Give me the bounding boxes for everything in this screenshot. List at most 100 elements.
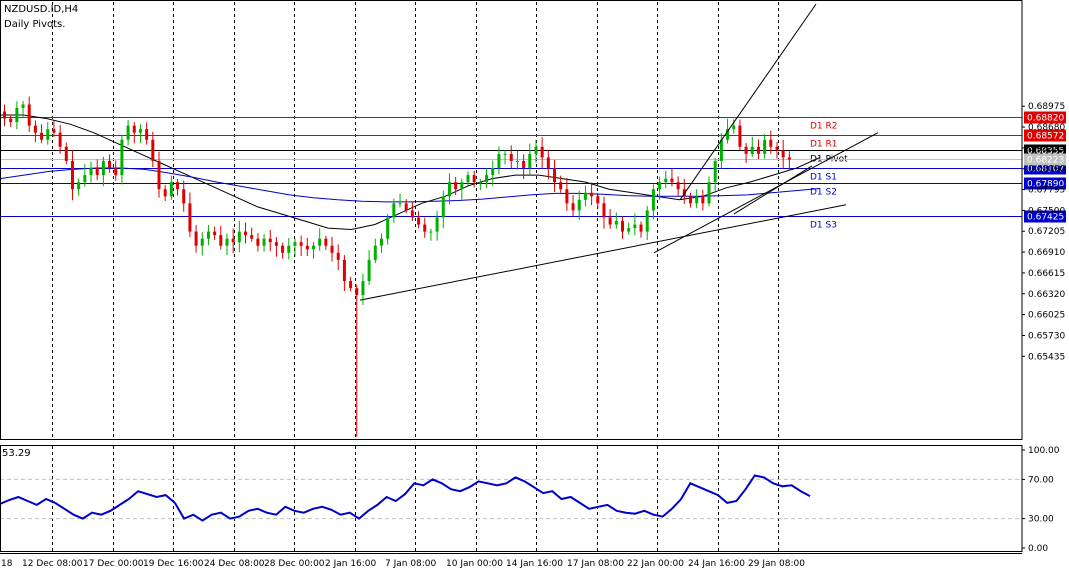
candle-body: [114, 168, 118, 176]
grid-layer: [52, 2, 779, 552]
pivot-label: D1 R2: [810, 122, 838, 132]
trendline[interactable]: [679, 3, 817, 201]
trendline[interactable]: [359, 204, 847, 301]
trendline[interactable]: [733, 165, 813, 215]
osc-y-tick-label: 30.00: [1028, 515, 1054, 525]
candle-body: [651, 189, 655, 211]
candle-body: [763, 139, 767, 154]
candle-layer: [3, 96, 791, 437]
candle-body: [361, 281, 365, 296]
y-tick-label: 0.68975: [1028, 102, 1065, 112]
candle-body: [497, 153, 501, 169]
candle-body: [157, 160, 161, 190]
candle-body: [478, 182, 482, 184]
candle-body: [132, 125, 136, 133]
candle-body: [775, 146, 779, 151]
x-tick-label: 24 Dec 08:00: [204, 559, 265, 569]
y-tick-label: 0.66910: [1028, 248, 1065, 258]
candle-body: [293, 242, 297, 246]
candle-body: [435, 217, 439, 232]
candle-body: [367, 259, 371, 282]
candle-body: [281, 245, 285, 253]
price-badge-text: 0.68572: [1027, 132, 1064, 142]
candle-body: [392, 203, 396, 218]
x-tick-label: 18: [1, 559, 13, 569]
candle-body: [627, 228, 631, 232]
oscillator-layer: [0, 474, 1022, 522]
candle-body: [9, 118, 13, 123]
candle-body: [602, 203, 606, 218]
osc-y-tick-label: 70.00: [1028, 475, 1054, 485]
candle-body: [324, 238, 328, 246]
candle-body: [491, 168, 495, 176]
price-badge-text: 0.68107: [1027, 165, 1064, 175]
candle-body: [58, 132, 62, 147]
osc-y-tick-label: 0.00: [1028, 544, 1048, 554]
trendline-layer[interactable]: [359, 3, 879, 301]
y-tick-label: 0.66025: [1028, 311, 1065, 321]
candle-body: [318, 238, 322, 246]
y-tick-label: 0.66320: [1028, 290, 1065, 300]
candle-body: [256, 238, 260, 246]
x-tick-label: 7 Jan 08:00: [385, 559, 437, 569]
price-badge: [1024, 177, 1066, 190]
y-tick-label: 0.67500: [1028, 206, 1065, 216]
pivot-label: D1 S1: [810, 173, 837, 183]
candle-body: [466, 175, 470, 183]
candle-body: [225, 238, 229, 246]
current-price-badge: [1024, 153, 1066, 166]
candle-body: [138, 129, 142, 133]
x-tick-label: 19 Dec 16:00: [143, 559, 204, 569]
candle-body: [21, 104, 25, 108]
y-tick-label: 0.65435: [1028, 352, 1065, 362]
candle-body: [658, 182, 662, 190]
x-tick-label: 17 Dec 00:00: [83, 559, 144, 569]
candle-body: [237, 231, 241, 243]
price-badge: [1024, 210, 1066, 223]
candle-body: [46, 129, 50, 140]
y-tick-label: 0.68680: [1028, 123, 1065, 133]
candle-body: [244, 231, 248, 236]
candle-body: [182, 189, 186, 204]
current-price-badge-text: 0.68223: [1027, 156, 1064, 166]
trendline[interactable]: [653, 132, 879, 254]
oscillator-panel-frame: [0, 445, 1023, 552]
moving-average-layer: [0, 114, 821, 231]
candle-body: [77, 182, 81, 190]
x-tick-label: 14 Jan 16:00: [506, 559, 563, 569]
axis-layer: 18 12 Dec 08:00 17 Dec 00:00 19 Dec 16:00 24…: [1, 102, 1065, 569]
candle-body: [126, 125, 130, 140]
candle-body: [670, 178, 674, 183]
price-badge: [1024, 111, 1066, 124]
candle-body: [503, 153, 507, 155]
candle-body: [373, 245, 377, 260]
candle-body: [540, 146, 544, 158]
candle-body: [101, 160, 105, 176]
candle-body: [151, 139, 155, 161]
x-tick-label: 22 Jan 00:00: [627, 559, 684, 569]
candle-body: [726, 129, 730, 140]
candle-body: [108, 160, 112, 169]
candle-body: [676, 182, 680, 190]
x-tick-label: 28 Dec 00:00: [264, 559, 325, 569]
x-tick-label: 12 Dec 08:00: [22, 559, 83, 569]
candle-body: [546, 157, 550, 169]
candle-body: [750, 146, 754, 154]
candle-body: [553, 168, 557, 183]
candle-body: [664, 178, 668, 183]
candle-body: [528, 153, 532, 169]
candle-body: [417, 217, 421, 225]
x-tick-label: 24 Jan 16:00: [688, 559, 745, 569]
candle-body: [163, 189, 167, 197]
candle-body: [386, 217, 390, 239]
x-tick-label: 29 Jan 08:00: [748, 559, 805, 569]
candle-body: [787, 157, 791, 160]
oscillator-line: [0, 474, 811, 522]
candle-body: [120, 139, 124, 176]
candle-body: [633, 224, 637, 229]
candle-body: [608, 217, 612, 225]
y-tick-label: 0.68090: [1028, 165, 1065, 175]
